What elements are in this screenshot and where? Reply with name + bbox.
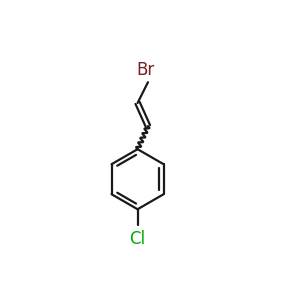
Text: Br: Br xyxy=(136,61,155,79)
Text: Cl: Cl xyxy=(130,230,146,248)
